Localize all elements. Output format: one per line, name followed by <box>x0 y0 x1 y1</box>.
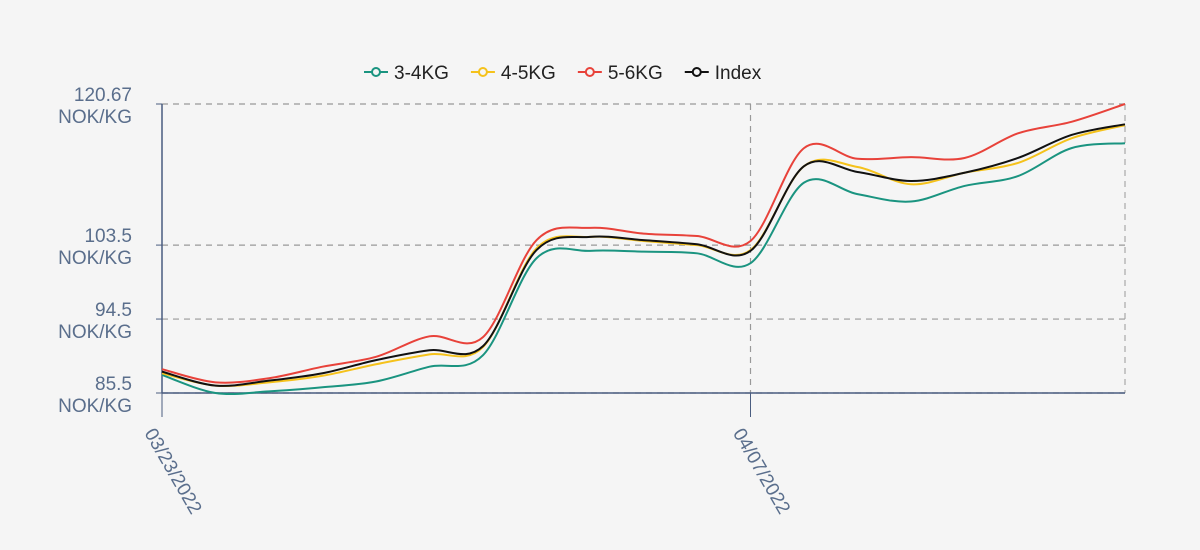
y-tick-label: 85.5 NOK/KG <box>58 374 132 417</box>
y-tick-label: 103.5 NOK/KG <box>58 226 132 269</box>
legend-marker <box>371 67 381 77</box>
y-tick-label: 94.5 NOK/KG <box>58 300 132 343</box>
y-tick-label: 120.67 NOK/KG <box>58 85 132 128</box>
series-line <box>161 142 1126 396</box>
legend-marker <box>584 67 595 77</box>
legend-label: 4-5KG <box>501 63 556 84</box>
legend-label: Index <box>715 63 762 84</box>
legend-label: 5-6KG <box>608 63 663 84</box>
series-line <box>161 103 1126 384</box>
legend: 3-4KG 4-5KG 5-6KG Index <box>364 63 762 84</box>
series-line <box>161 123 1126 387</box>
legend-marker <box>477 67 488 77</box>
legend-marker <box>691 67 702 77</box>
legend-label: 3-4KG <box>394 63 449 84</box>
